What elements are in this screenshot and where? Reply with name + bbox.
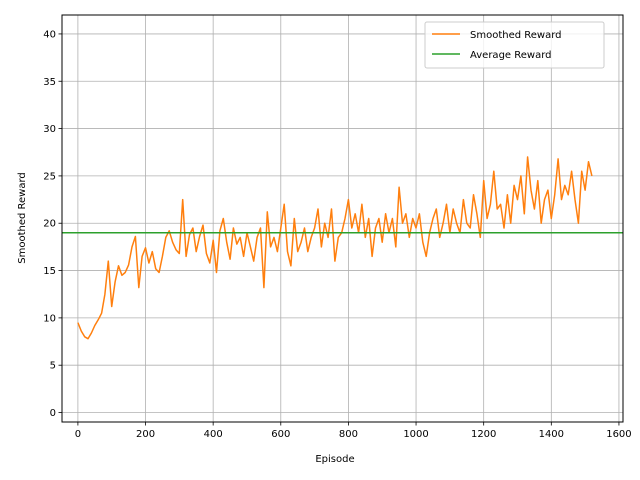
x-tick-label: 1000 <box>403 429 428 440</box>
y-axis-label: Smoothed Reward <box>17 172 28 264</box>
y-tick-label: 40 <box>43 29 56 40</box>
plot-frame <box>61 14 624 423</box>
y-tick-label: 25 <box>43 171 56 182</box>
x-tick-label: 600 <box>271 429 290 440</box>
y-tick-label: 0 <box>50 408 56 419</box>
series-layer <box>62 156 623 340</box>
x-axis: 0 200 400 600 800 1000 1200 1400 1600 <box>75 422 632 440</box>
legend-label-smoothed-reward: Smoothed Reward <box>470 30 562 41</box>
legend-box <box>424 21 605 69</box>
legend-label-average-reward: Average Reward <box>470 50 551 61</box>
y-tick-label: 35 <box>43 77 56 88</box>
x-tick-label: 1200 <box>471 429 496 440</box>
x-tick-label: 800 <box>339 429 358 440</box>
x-tick-label: 0 <box>75 429 81 440</box>
x-tick-label: 1600 <box>606 429 631 440</box>
y-tick-label: 15 <box>43 266 56 277</box>
y-tick-label: 30 <box>43 124 56 135</box>
x-tick-label: 200 <box>136 429 155 440</box>
grid <box>62 15 623 422</box>
y-tick-label: 10 <box>43 313 56 324</box>
x-axis-label: Episode <box>315 454 354 465</box>
y-tick-label: 20 <box>43 219 56 230</box>
legend: Smoothed Reward Average Reward <box>424 21 605 69</box>
series-line-smoothed-reward <box>77 156 593 340</box>
y-tick-label: 5 <box>50 361 56 372</box>
x-tick-label: 400 <box>204 429 223 440</box>
y-axis: 0 5 10 15 20 25 30 35 40 <box>43 29 62 419</box>
x-tick-label: 1400 <box>539 429 564 440</box>
